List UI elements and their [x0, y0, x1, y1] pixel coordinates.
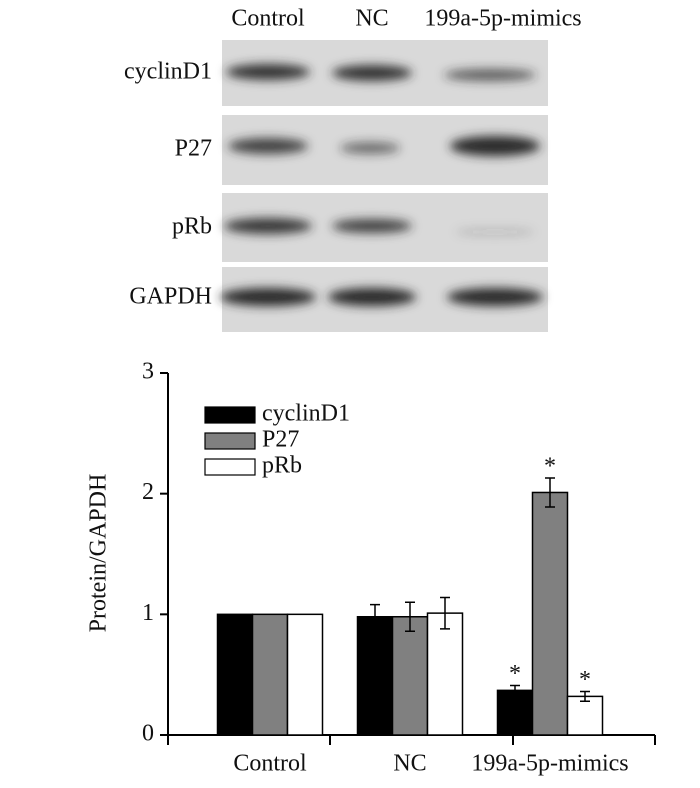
legend-swatch — [204, 458, 256, 476]
error-bar — [510, 684, 520, 696]
lane-label: Control — [231, 6, 305, 32]
row-label: cyclinD1 — [124, 59, 212, 85]
y-axis-label: Protein/GAPDH — [86, 474, 112, 633]
band — [328, 288, 416, 306]
bar — [216, 613, 254, 736]
y-tick-label: 0 — [142, 721, 154, 747]
bar — [426, 612, 464, 736]
significance-marker: * — [544, 453, 556, 479]
y-tick-label: 3 — [142, 359, 154, 385]
band — [332, 65, 412, 81]
band — [228, 138, 308, 154]
band — [332, 219, 412, 233]
legend-label: P27 — [262, 427, 299, 453]
error-bar — [440, 596, 450, 630]
band — [450, 136, 540, 156]
bar — [356, 615, 394, 736]
band — [220, 288, 316, 306]
legend-swatch — [204, 432, 256, 450]
lane-label: NC — [355, 6, 388, 32]
band — [340, 142, 400, 154]
x-tick-label: Control — [233, 751, 307, 777]
error-bar — [405, 601, 415, 632]
error-bar — [370, 603, 380, 630]
band — [444, 69, 536, 81]
x-tick-label: 199a-5p-mimics — [471, 751, 628, 777]
legend-label: pRb — [262, 453, 302, 479]
significance-marker: * — [579, 667, 591, 693]
error-bar — [580, 690, 590, 702]
band — [447, 288, 543, 306]
bar — [251, 613, 289, 736]
row-label: pRb — [172, 214, 212, 240]
y-tick-label: 1 — [142, 600, 154, 626]
band — [226, 64, 310, 80]
y-tick-label: 2 — [142, 479, 154, 505]
row-label: P27 — [175, 136, 212, 162]
legend-label: cyclinD1 — [262, 401, 350, 427]
bar — [566, 695, 604, 736]
bar — [496, 689, 534, 736]
bar — [286, 613, 324, 736]
error-bar — [545, 477, 555, 508]
lane-label: 199a-5p-mimics — [424, 6, 581, 32]
western-blot: Control NC 199a-5p-mimics cyclinD1 P27 p… — [124, 6, 582, 332]
bar — [531, 491, 569, 736]
significance-marker: * — [509, 661, 521, 687]
bar — [391, 615, 429, 736]
band — [455, 228, 535, 236]
band — [224, 218, 312, 234]
row-label: GAPDH — [129, 284, 212, 310]
bar-chart: 0 1 2 3 Control NC 199a-5p-mimics * * * cyclinD1P2… — [142, 359, 656, 777]
legend-swatch — [204, 406, 256, 424]
x-tick-label: NC — [393, 751, 426, 777]
bands — [220, 64, 543, 306]
